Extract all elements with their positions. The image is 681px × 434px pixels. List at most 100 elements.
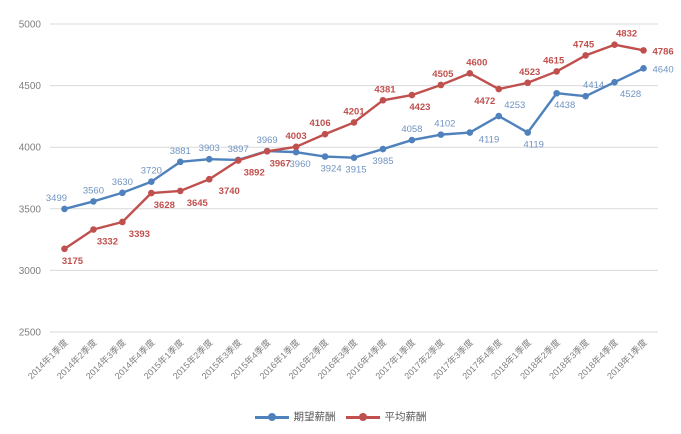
data-label: 4106 — [309, 118, 330, 129]
data-point[interactable] — [61, 245, 68, 253]
data-point[interactable] — [205, 175, 213, 183]
data-point[interactable] — [611, 78, 618, 86]
data-point[interactable] — [582, 52, 589, 59]
data-label: 3645 — [187, 198, 209, 209]
data-label: 3915 — [345, 165, 366, 176]
data-point[interactable] — [495, 112, 503, 120]
data-label: 3881 — [170, 146, 191, 157]
chart-plot-area: 2500300035004000450050002014年1季度2014年2季度… — [19, 20, 674, 382]
data-label: 4640 — [653, 64, 674, 75]
data-label: 3969 — [257, 135, 278, 146]
data-label: 3924 — [320, 164, 341, 175]
data-point[interactable] — [350, 154, 358, 161]
data-point[interactable] — [553, 68, 560, 75]
legend-line-marker-average — [345, 413, 380, 421]
data-point[interactable] — [350, 119, 358, 126]
data-label: 3560 — [83, 185, 104, 196]
legend-dot-expected — [267, 413, 276, 421]
data-label: 3393 — [129, 229, 150, 240]
data-label: 3903 — [199, 143, 220, 154]
data-label: 4414 — [583, 80, 604, 91]
data-label: 3499 — [46, 193, 67, 204]
data-point[interactable] — [524, 129, 532, 136]
data-point[interactable] — [148, 178, 155, 185]
data-point[interactable] — [321, 153, 329, 160]
data-point[interactable] — [437, 81, 445, 89]
data-point[interactable] — [408, 91, 416, 99]
data-label: 4523 — [519, 67, 540, 78]
data-label: 3967 — [270, 158, 291, 169]
data-label: 4786 — [653, 46, 674, 57]
series-line-0 — [63, 67, 645, 211]
data-label: 3740 — [219, 186, 240, 197]
data-point[interactable] — [90, 226, 97, 233]
data-label: 4201 — [343, 106, 365, 117]
data-point[interactable] — [524, 79, 532, 87]
data-point[interactable] — [321, 130, 329, 138]
data-point[interactable] — [205, 155, 213, 163]
data-point[interactable] — [495, 85, 503, 93]
data-label: 4615 — [543, 55, 565, 66]
data-point[interactable] — [234, 157, 242, 164]
legend-dot-average — [358, 413, 367, 421]
data-label: 4472 — [474, 96, 495, 107]
y-axis-tick-label: 3500 — [19, 204, 42, 215]
legend-item-average-salary[interactable]: 平均薪酬 — [345, 410, 427, 423]
data-label: 4423 — [409, 102, 430, 113]
data-label: 3897 — [228, 144, 249, 155]
data-point[interactable] — [90, 198, 97, 205]
data-label: 4119 — [523, 140, 543, 151]
data-label: 3175 — [62, 256, 84, 267]
data-point[interactable] — [263, 147, 271, 155]
data-point[interactable] — [176, 187, 184, 195]
data-point[interactable] — [292, 148, 300, 156]
data-label: 4119 — [479, 135, 499, 146]
data-point[interactable] — [640, 65, 647, 72]
legend-label-expected-salary: 期望薪酬 — [293, 410, 336, 423]
data-point[interactable] — [466, 69, 474, 77]
data-label: 4832 — [616, 29, 637, 40]
data-point[interactable] — [176, 158, 184, 166]
data-label: 4600 — [466, 57, 487, 68]
data-point[interactable] — [640, 47, 647, 54]
data-point[interactable] — [292, 143, 300, 151]
data-point[interactable] — [437, 131, 445, 138]
data-label: 4381 — [374, 84, 396, 95]
data-label: 3628 — [154, 200, 175, 211]
data-point[interactable] — [408, 136, 416, 144]
data-point[interactable] — [466, 129, 474, 136]
y-axis-tick-label: 3000 — [19, 266, 42, 277]
data-point[interactable] — [379, 145, 387, 153]
data-label: 4253 — [504, 100, 525, 111]
data-label: 4528 — [620, 89, 641, 100]
legend-line-marker-expected — [254, 413, 289, 421]
data-point[interactable] — [148, 189, 155, 197]
legend-item-expected-salary[interactable]: 期望薪酬 — [254, 410, 336, 423]
data-point[interactable] — [582, 92, 589, 100]
data-point[interactable] — [61, 205, 68, 213]
data-label: 4102 — [434, 119, 455, 130]
y-axis-tick-label: 2500 — [19, 328, 42, 339]
data-label: 4058 — [401, 124, 422, 135]
data-label: 3720 — [141, 166, 162, 177]
data-label: 3985 — [372, 156, 393, 167]
legend-label-average-salary: 平均薪酬 — [384, 410, 427, 423]
data-point[interactable] — [379, 96, 387, 104]
data-point[interactable] — [119, 218, 126, 226]
data-point[interactable] — [611, 41, 618, 48]
data-label: 3892 — [244, 168, 265, 179]
data-label: 4745 — [573, 39, 595, 50]
y-axis-tick-label: 4500 — [19, 81, 42, 92]
data-label: 3960 — [290, 159, 311, 170]
y-axis-tick-label: 4000 — [19, 143, 42, 154]
data-label: 4438 — [554, 100, 575, 111]
data-point[interactable] — [119, 189, 126, 197]
data-label: 4003 — [286, 131, 307, 142]
y-axis-tick-label: 5000 — [19, 20, 42, 31]
chart-legend: 期望薪酬 平均薪酬 — [0, 407, 681, 427]
data-label: 3332 — [97, 236, 118, 247]
data-label: 3630 — [112, 177, 133, 188]
data-point[interactable] — [553, 89, 560, 97]
data-label: 4505 — [432, 69, 454, 80]
